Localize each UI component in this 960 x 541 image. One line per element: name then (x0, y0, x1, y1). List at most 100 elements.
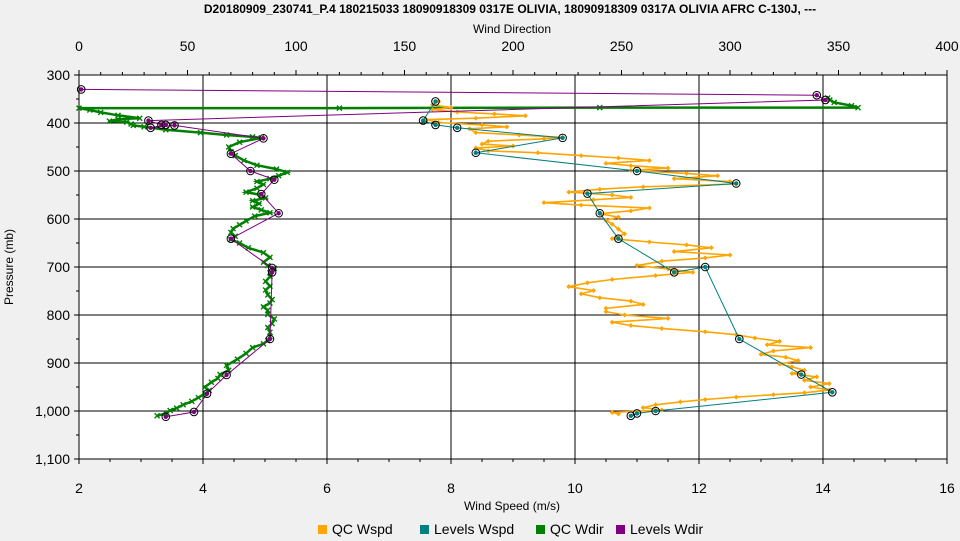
qc-wdir-point (264, 311, 271, 318)
qc-wspd-point (473, 115, 479, 121)
qc-wdir-point (273, 166, 280, 173)
x-tick-label: 10 (567, 480, 583, 496)
qc-wspd-point (485, 138, 491, 144)
qc-wdir-point (195, 394, 202, 401)
top-tick-label: 200 (501, 38, 525, 54)
qc-wdir-point (97, 109, 104, 116)
levels-wdir-point (163, 122, 168, 128)
levels-wdir-point (814, 92, 819, 98)
qc-wspd-point (578, 153, 584, 159)
levels-wspd-point-ring (614, 234, 623, 243)
levels-wspd-point-ring (583, 189, 592, 198)
y-tick-label: 500 (47, 163, 71, 179)
levels-wspd-point (737, 336, 742, 342)
qc-wspd-point (646, 157, 652, 163)
qc-wspd-point (727, 252, 733, 258)
qc-wspd-point (609, 192, 615, 198)
qc-wspd-point (671, 249, 677, 255)
legend-label: Levels Wdir (630, 521, 703, 537)
qc-wspd-point (795, 358, 801, 364)
qc-wspd-point (677, 399, 683, 405)
qc-wspd-point (628, 208, 634, 214)
qc-wdir-point (223, 362, 230, 369)
levels-wdir-point (269, 265, 275, 271)
qc-wspd-point (665, 315, 671, 321)
y-tick-label: 700 (47, 259, 71, 275)
levels-wdir-point (172, 123, 177, 128)
qc-wspd-point (659, 325, 665, 331)
qc-wspd-point (634, 263, 640, 269)
qc-wspd-point (479, 122, 485, 128)
qc-wdir-point (106, 118, 113, 125)
levels-wspd-point (585, 191, 590, 196)
qc-wdir-point (266, 209, 273, 216)
qc-wdir-point (154, 412, 161, 419)
levels-wspd-point (597, 211, 602, 216)
qc-wspd-point (609, 236, 615, 242)
legend: QC Wspd Levels Wspd QC Wdir Levels Wdir (318, 521, 703, 537)
levels-wspd-point-ring (700, 262, 710, 272)
qc-wspd-point (702, 255, 708, 261)
levels-wdir-point (261, 136, 266, 141)
qc-wdir-point (826, 96, 833, 103)
levels-wdir-point (269, 270, 275, 275)
top-tick-label: 100 (284, 38, 308, 54)
levels-wspd-point-ring (595, 208, 605, 218)
qc-wspd-point (584, 280, 590, 286)
qc-wspd-point (615, 214, 621, 220)
qc-wdir-point (253, 178, 260, 185)
levels-wspd-point (455, 125, 460, 130)
qc-wdir-point (236, 240, 243, 246)
levels-wspd-point (734, 181, 739, 186)
levels-wspd-point (560, 135, 565, 141)
qc-wdir-point (258, 206, 265, 213)
qc-wdir-point (217, 371, 224, 378)
qc-wspd-point (504, 124, 510, 130)
qc-wdir-point (86, 107, 93, 114)
qc-wspd-point (578, 202, 584, 208)
qc-wspd-point (479, 141, 485, 147)
top-tick-label: 0 (75, 38, 83, 54)
qc-wdir-point (855, 104, 862, 111)
y-tick-label: 300 (47, 67, 71, 83)
qc-wspd-point (801, 377, 807, 383)
x-tick-label: 4 (199, 480, 207, 496)
qc-wspd-point (491, 111, 497, 117)
x-tick-label: 16 (939, 480, 955, 496)
qc-wspd-point (659, 258, 665, 264)
levels-wspd-point (616, 236, 621, 241)
legend-label: QC Wdir (550, 521, 604, 537)
qc-wspd-point (752, 335, 758, 341)
qc-wdir-point (76, 105, 82, 112)
levels-wdir-point-ring (161, 412, 171, 422)
qc-wspd-point (597, 295, 603, 301)
x-axis-label: Wind Speed (m/s) (464, 499, 560, 513)
levels-wspd-point (830, 390, 835, 395)
qc-wdir-point (225, 144, 232, 150)
qc-wspd-point (801, 390, 807, 396)
qc-wdir-point (262, 278, 269, 285)
qc-wspd-point (609, 221, 615, 227)
levels-wdir-point-ring (222, 370, 231, 380)
qc-wspd-point (690, 269, 696, 275)
qc-wspd-point (640, 184, 646, 190)
grid-lines (79, 75, 947, 459)
levels-wdir-point-ring (226, 149, 236, 159)
levels-wdir-point (148, 125, 153, 130)
qc-wspd-point (646, 239, 652, 245)
qc-wspd-point (448, 105, 454, 111)
y-tick-label: 600 (47, 211, 71, 227)
series-layer (76, 85, 862, 422)
qc-wdir-point (269, 296, 276, 303)
chart-title: D20180909_230741_P.4 180215033 180909183… (204, 2, 816, 16)
legend-label: Levels Wspd (434, 521, 514, 537)
levels-wdir-point (228, 151, 234, 156)
qc-wspd-point (622, 312, 628, 318)
qc-wspd-point (541, 136, 547, 142)
qc-wspd-point (814, 374, 820, 380)
qc-wdir-point (197, 129, 204, 136)
levels-wdir-point (228, 236, 234, 241)
levels-wspd-point-ring (558, 133, 567, 143)
levels-wdir-point (267, 336, 273, 342)
